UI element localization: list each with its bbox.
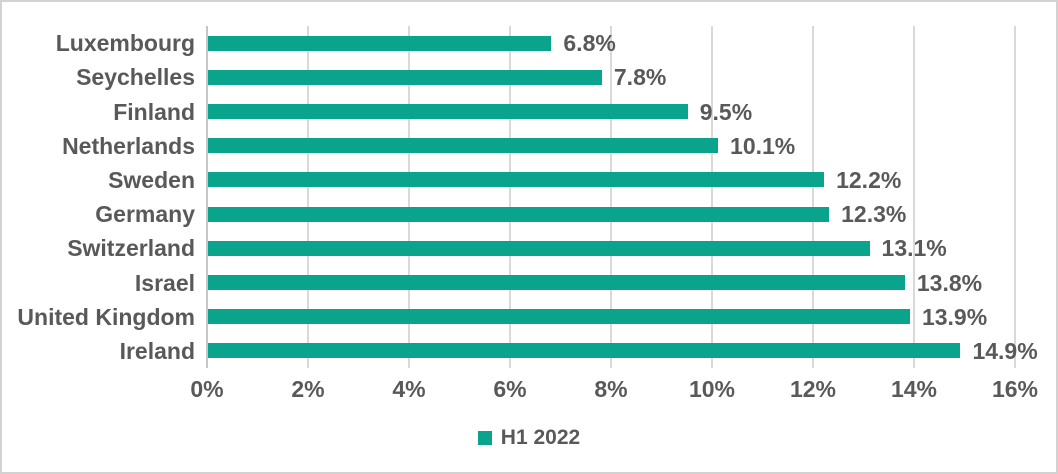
gridline — [610, 26, 612, 368]
legend-label: H1 2022 — [500, 426, 581, 449]
bar-luxembourg — [208, 35, 552, 51]
plot-area — [206, 26, 1016, 368]
gridline — [509, 26, 511, 368]
x-tick-label: 16% — [991, 376, 1039, 402]
value-label-luxembourg: 6.8% — [563, 30, 616, 57]
x-tick-label: 2% — [291, 376, 325, 402]
category-label-united-kingdom: United Kingdom — [17, 303, 195, 330]
category-label-luxembourg: Luxembourg — [55, 30, 195, 57]
bar-seychelles — [208, 69, 602, 85]
category-label-israel: Israel — [134, 269, 195, 296]
bar-united-kingdom — [208, 309, 910, 325]
value-label-israel: 13.8% — [916, 269, 983, 296]
legend-swatch-icon — [477, 431, 492, 445]
gridline — [1014, 26, 1016, 368]
category-label-switzerland: Switzerland — [67, 235, 195, 262]
category-label-seychelles: Seychelles — [76, 64, 195, 91]
gridline — [711, 26, 713, 368]
x-tick-label: 14% — [890, 376, 938, 402]
category-label-ireland: Ireland — [119, 337, 195, 364]
bar-finland — [208, 104, 688, 119]
gridline — [408, 26, 410, 368]
category-label-germany: Germany — [95, 201, 195, 228]
value-label-switzerland: 13.1% — [881, 235, 947, 262]
category-label-netherlands: Netherlands — [62, 132, 195, 159]
category-label-finland: Finland — [113, 98, 195, 125]
category-label-sweden: Sweden — [108, 166, 195, 193]
legend: H1 2022 — [2, 426, 1056, 450]
value-label-ireland: 14.9% — [972, 337, 1038, 364]
bar-germany — [208, 206, 830, 222]
gridline — [307, 26, 309, 368]
x-tick-label: 6% — [493, 376, 527, 402]
x-tick-label: 4% — [392, 376, 426, 402]
bar-sweden — [208, 172, 825, 188]
value-label-netherlands: 10.1% — [730, 132, 796, 159]
value-label-seychelles: 7.8% — [613, 64, 667, 91]
gridline — [913, 26, 915, 368]
bar-israel — [208, 275, 905, 290]
value-label-united-kingdom: 13.9% — [921, 303, 988, 330]
axis-line — [206, 26, 208, 368]
bar-ireland — [208, 343, 961, 359]
gridline — [812, 26, 814, 368]
x-tick-label: 8% — [594, 376, 628, 402]
value-label-sweden: 12.2% — [836, 166, 902, 193]
x-tick-label: 12% — [789, 376, 837, 402]
bar-switzerland — [208, 240, 870, 256]
x-tick-label: 0% — [190, 376, 224, 402]
value-label-germany: 12.3% — [841, 201, 907, 228]
bar-netherlands — [208, 138, 719, 154]
x-tick-label: 10% — [688, 376, 736, 402]
value-label-finland: 9.5% — [699, 98, 753, 125]
